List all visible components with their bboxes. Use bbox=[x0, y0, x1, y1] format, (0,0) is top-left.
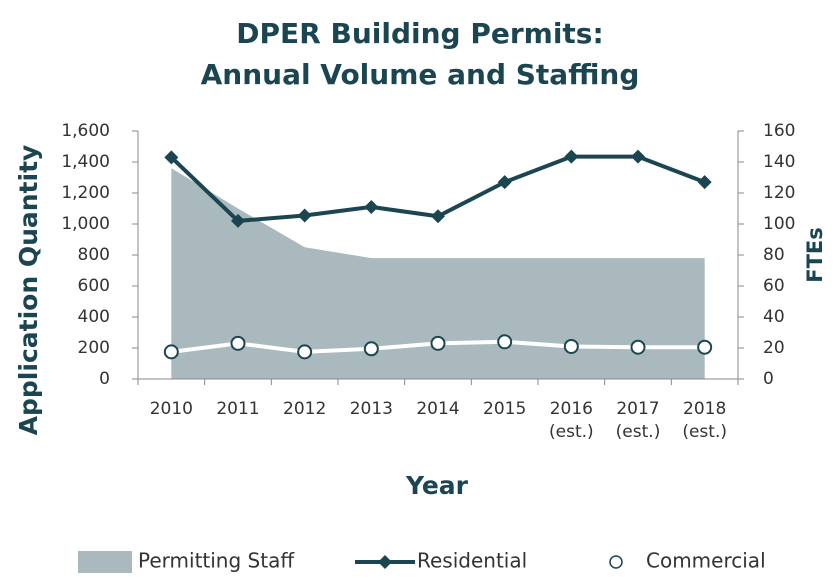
y2-tick-label: 60 bbox=[763, 276, 785, 296]
point bbox=[163, 344, 179, 360]
legend-label: Commercial bbox=[646, 549, 766, 573]
point bbox=[297, 208, 312, 223]
y-tick-label: 200 bbox=[78, 338, 110, 358]
point bbox=[564, 149, 579, 164]
x-tick-label: 2013 bbox=[349, 399, 393, 419]
y2-tick-label: 20 bbox=[763, 338, 785, 358]
x-tick-label: 2014 bbox=[416, 399, 460, 419]
chart-title: DPER Building Permits: bbox=[236, 17, 603, 50]
x-tick-label: 2012 bbox=[283, 399, 327, 419]
y2-tick-label: 80 bbox=[763, 245, 785, 265]
y-tick-label: 1,200 bbox=[61, 183, 110, 203]
point bbox=[697, 339, 713, 355]
legend-swatch bbox=[609, 555, 623, 569]
point bbox=[363, 341, 379, 357]
line-layer bbox=[163, 149, 713, 360]
x-tick-label: 2010 bbox=[149, 399, 193, 419]
point bbox=[231, 213, 245, 228]
y-tick-label: 1,000 bbox=[61, 214, 110, 234]
point bbox=[431, 209, 445, 224]
point bbox=[364, 199, 379, 214]
axes bbox=[132, 130, 744, 385]
y-tick-label: 800 bbox=[78, 245, 110, 265]
point bbox=[430, 335, 446, 351]
staff-area bbox=[171, 168, 705, 379]
y2-tick-label: 0 bbox=[763, 369, 774, 389]
point bbox=[297, 344, 313, 360]
y2-tick-label: 160 bbox=[763, 121, 795, 141]
x-tick-label: 2011 bbox=[216, 399, 260, 419]
y-tick-label: 400 bbox=[78, 307, 110, 327]
x-tick-label: 2015 bbox=[483, 399, 527, 419]
y2-tick-label: 140 bbox=[763, 152, 795, 172]
y-tick-label: 0 bbox=[99, 369, 110, 389]
y-tick-label: 600 bbox=[78, 276, 110, 296]
legend-swatch bbox=[378, 555, 392, 569]
point bbox=[497, 175, 512, 190]
y-axis-label: Application Quantity bbox=[14, 145, 43, 436]
chart-title: Annual Volume and Staffing bbox=[201, 58, 640, 91]
point bbox=[497, 334, 513, 350]
point bbox=[230, 335, 246, 351]
legend-label: Permitting Staff bbox=[138, 549, 295, 573]
point bbox=[630, 339, 646, 355]
point bbox=[164, 150, 179, 165]
y-tick-label: 1,400 bbox=[61, 152, 110, 172]
x-axis-label: Year bbox=[405, 471, 469, 500]
legend-label: Residential bbox=[417, 549, 527, 573]
point bbox=[697, 175, 712, 190]
y2-tick-label: 120 bbox=[763, 183, 795, 203]
point bbox=[563, 338, 579, 354]
x-tick-label: 2017 (est.) bbox=[615, 399, 661, 442]
y2-axis-label: FTEs bbox=[803, 227, 827, 283]
point bbox=[631, 149, 645, 164]
area-layer bbox=[171, 168, 705, 379]
x-tick-label: 2018 (est.) bbox=[682, 399, 727, 442]
x-tick-label: 2016 (est.) bbox=[549, 399, 594, 442]
y-tick-label: 1,600 bbox=[61, 121, 110, 141]
y2-tick-label: 100 bbox=[763, 214, 795, 234]
legend-swatch bbox=[78, 551, 132, 573]
y2-tick-label: 40 bbox=[763, 307, 785, 327]
